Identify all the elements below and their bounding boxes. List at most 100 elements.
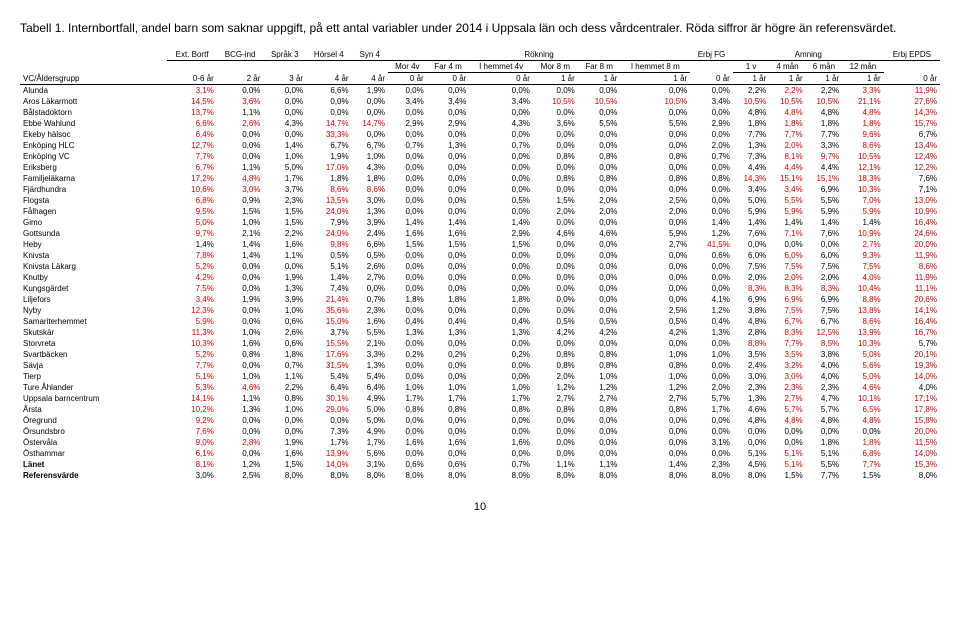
data-cell: 6,6%	[306, 84, 351, 96]
data-cell: 0,0%	[533, 239, 578, 250]
data-cell: 0,2%	[469, 349, 533, 360]
data-cell: 7,6%	[733, 228, 769, 239]
data-cell: 3,1%	[167, 84, 216, 96]
data-cell: 0,0%	[469, 151, 533, 162]
data-cell: 0,0%	[217, 316, 264, 327]
data-cell: 4,8%	[842, 107, 884, 118]
data-cell: 7,7%	[733, 129, 769, 140]
data-cell: 1,6%	[352, 316, 388, 327]
data-cell: 1,0%	[263, 404, 306, 415]
data-cell: 1,4%	[733, 217, 769, 228]
data-cell: 1,8%	[842, 437, 884, 448]
data-cell: 1,8%	[806, 437, 842, 448]
data-cell: 7,5%	[842, 261, 884, 272]
data-cell: 8,6%	[884, 261, 940, 272]
data-cell: 0,0%	[769, 426, 805, 437]
data-cell: 7,1%	[884, 184, 940, 195]
data-cell: 6,7%	[306, 140, 351, 151]
data-cell: 15,8%	[884, 415, 940, 426]
data-cell: 0,0%	[469, 206, 533, 217]
data-cell: 1,8%	[263, 349, 306, 360]
data-cell: 11,9%	[884, 250, 940, 261]
data-cell: 13,4%	[884, 140, 940, 151]
data-cell: 2,3%	[690, 459, 733, 470]
data-cell: 20,0%	[884, 239, 940, 250]
data-cell: 9,8%	[306, 239, 351, 250]
data-cell: 1,4%	[388, 217, 427, 228]
data-cell: 1,8%	[769, 118, 805, 129]
data-cell: 2,5%	[620, 305, 690, 316]
data-cell: 4,8%	[733, 415, 769, 426]
data-cell: 1,3%	[469, 327, 533, 338]
data-cell: 5,0%	[733, 195, 769, 206]
data-cell: 8,0%	[884, 470, 940, 481]
row-label: Heby	[20, 239, 167, 250]
data-cell: 10,5%	[620, 96, 690, 107]
data-cell: 0,0%	[427, 272, 470, 283]
age-col: 0 år	[469, 72, 533, 84]
table-row: Ebbe Wahlund6,6%2,6%4,3%14,7%14,7%2,9%2,…	[20, 118, 940, 129]
data-cell: 0,0%	[806, 426, 842, 437]
data-cell: 27,6%	[884, 96, 940, 107]
data-cell: 7,7%	[769, 129, 805, 140]
row-label: Knivsta Läkarg	[20, 261, 167, 272]
data-cell: 7,5%	[167, 283, 216, 294]
data-table: Ext. Bortf BCG-ind Språk 3 Hörsel 4 Syn …	[20, 49, 940, 481]
data-cell: 6,1%	[167, 448, 216, 459]
data-cell: 1,5%	[388, 239, 427, 250]
table-row: Flogsta6,8%0,9%2,3%13,5%3,0%0,0%0,0%0,5%…	[20, 195, 940, 206]
data-cell: 0,0%	[533, 448, 578, 459]
data-cell: 0,0%	[533, 338, 578, 349]
data-cell: 6,0%	[733, 250, 769, 261]
data-cell: 5,5%	[352, 327, 388, 338]
data-cell: 1,1%	[217, 162, 264, 173]
data-cell: 0,0%	[842, 426, 884, 437]
data-cell: 2,0%	[690, 140, 733, 151]
data-cell: 0,8%	[578, 349, 621, 360]
table-row: Familjeläkarna17,2%4,8%1,7%1,8%1,8%0,0%0…	[20, 173, 940, 184]
data-cell: 6,0%	[806, 250, 842, 261]
data-cell: 9,5%	[167, 206, 216, 217]
data-cell: 5,7%	[690, 393, 733, 404]
data-cell: 0,7%	[352, 294, 388, 305]
data-cell: 3,5%	[769, 349, 805, 360]
data-cell: 1,0%	[578, 371, 621, 382]
data-cell: 0,0%	[690, 261, 733, 272]
data-cell: 0,0%	[469, 272, 533, 283]
data-cell: 4,4%	[806, 162, 842, 173]
data-cell: 5,1%	[769, 459, 805, 470]
sub-mor4v: Mor 4v	[388, 60, 427, 72]
data-cell: 0,8%	[533, 151, 578, 162]
data-cell: 1,5%	[842, 470, 884, 481]
data-cell: 5,9%	[769, 206, 805, 217]
sub-6m: 6 mån	[806, 60, 842, 72]
data-cell: 0,0%	[388, 305, 427, 316]
data-cell: 8,1%	[167, 459, 216, 470]
sub-4m: 4 mån	[769, 60, 805, 72]
data-cell: 5,1%	[167, 371, 216, 382]
data-cell: 5,0%	[263, 162, 306, 173]
age-col: 3 år	[263, 72, 306, 84]
data-cell: 3,4%	[427, 96, 470, 107]
data-cell: 9,2%	[167, 415, 216, 426]
data-cell: 5,7%	[769, 404, 805, 415]
data-cell: 0,0%	[388, 107, 427, 118]
data-cell: 1,8%	[733, 118, 769, 129]
row-label: Gimo	[20, 217, 167, 228]
table-row: Östervåla9,0%2,8%1,9%1,7%1,7%1,6%1,6%1,6…	[20, 437, 940, 448]
data-cell: 1,7%	[263, 173, 306, 184]
data-cell: 15,1%	[806, 173, 842, 184]
data-cell: 1,3%	[217, 404, 264, 415]
data-cell: 3,6%	[533, 118, 578, 129]
data-cell: 0,0%	[620, 426, 690, 437]
data-cell: 0,0%	[217, 261, 264, 272]
data-cell: 1,0%	[427, 382, 470, 393]
data-cell: 0,0%	[469, 162, 533, 173]
row-label: Samariterhemmet	[20, 316, 167, 327]
data-cell: 1,7%	[427, 393, 470, 404]
data-cell: 2,0%	[769, 140, 805, 151]
data-cell: 0,0%	[620, 129, 690, 140]
table-row: Referensvärde3,0%2,5%8,0%8,0%8,0%8,0%8,0…	[20, 470, 940, 481]
data-cell: 0,0%	[217, 272, 264, 283]
sub-far8m: Far 8 m	[578, 60, 621, 72]
